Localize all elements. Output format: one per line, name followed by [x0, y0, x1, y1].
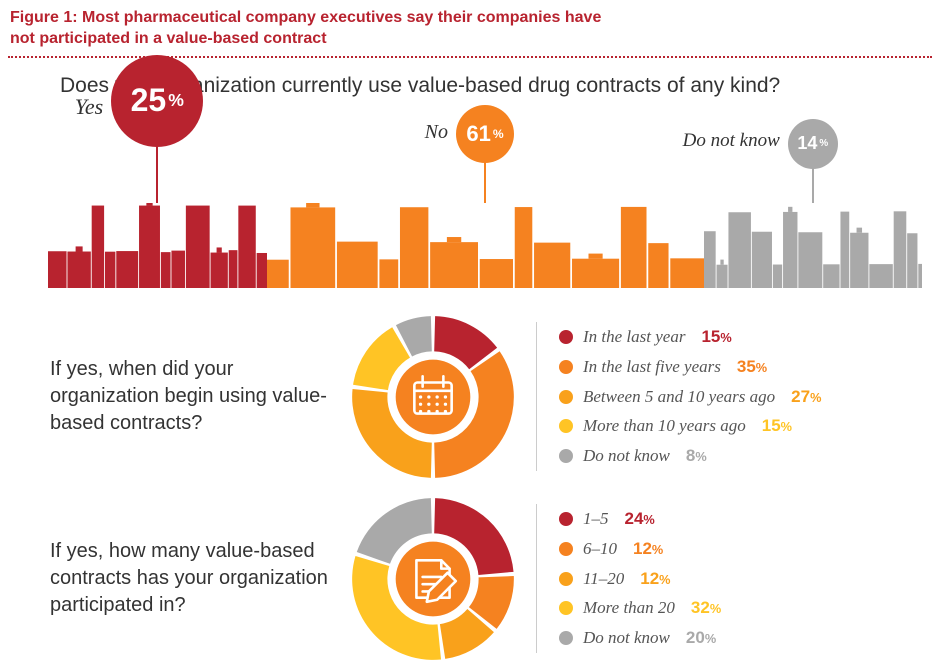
legend-value: 15%	[762, 411, 792, 441]
skyline-segment-do-not-know	[704, 203, 923, 288]
legend-label: 11–20	[583, 564, 624, 594]
legend-value: 8%	[686, 441, 707, 471]
legend-value: 32%	[691, 593, 721, 623]
legend-item: 11–20 12%	[559, 564, 920, 594]
skyline-pin	[156, 143, 158, 203]
legend-value: 35%	[737, 352, 767, 382]
donut-row-1: If yes, when did your organization begin…	[0, 306, 940, 488]
legend-label: 6–10	[583, 534, 617, 564]
donut2-legend: 1–5 24% 6–10 12% 11–20 12% More than 20 …	[536, 504, 920, 653]
skyline-segment-yes	[48, 203, 267, 288]
legend-item: Do not know 8%	[559, 441, 920, 471]
legend-swatch	[559, 631, 573, 645]
skyline-pin	[812, 165, 814, 203]
legend-value: 27%	[791, 382, 821, 412]
legend-swatch	[559, 572, 573, 586]
legend-label: In the last year	[583, 322, 685, 352]
donut1-chart	[348, 312, 518, 482]
legend-value: 12%	[633, 534, 663, 564]
legend-value: 15%	[701, 322, 731, 352]
skyline-segments	[48, 203, 922, 288]
legend-value: 12%	[640, 564, 670, 594]
legend-value: 24%	[625, 504, 655, 534]
legend-label: Do not know	[583, 441, 670, 471]
legend-item: More than 20 32%	[559, 593, 920, 623]
donut-row-2: If yes, how many value-based contracts h…	[0, 488, 940, 670]
legend-label: Between 5 and 10 years ago	[583, 382, 775, 412]
bubble-value: 25	[131, 82, 167, 119]
legend-swatch	[559, 330, 573, 344]
legend-item: More than 10 years ago 15%	[559, 411, 920, 441]
legend-value: 20%	[686, 623, 716, 653]
skyline-label-do-not-know: Do not know	[683, 130, 780, 152]
percent-sign: %	[819, 138, 828, 149]
donut1-question: If yes, when did your organization begin…	[50, 356, 330, 437]
legend-swatch	[559, 360, 573, 374]
legend-item: 6–10 12%	[559, 534, 920, 564]
legend-item: Between 5 and 10 years ago 27%	[559, 382, 920, 412]
legend-swatch	[559, 449, 573, 463]
donut1-legend: In the last year 15% In the last five ye…	[536, 322, 920, 471]
legend-swatch	[559, 542, 573, 556]
skyline-segment-no	[267, 203, 704, 288]
legend-swatch	[559, 419, 573, 433]
legend-swatch	[559, 601, 573, 615]
figure-title-line1: Figure 1: Most pharmaceutical company ex…	[10, 9, 601, 26]
legend-item: 1–5 24%	[559, 504, 920, 534]
skyline-label-yes: Yes	[75, 94, 104, 120]
skyline-bubble-no: 61%	[456, 105, 514, 163]
bubble-value: 61	[466, 121, 490, 147]
skyline-pin	[484, 159, 486, 203]
legend-label: In the last five years	[583, 352, 721, 382]
percent-sign: %	[493, 127, 504, 141]
bubble-value: 14	[797, 133, 817, 154]
legend-label: 1–5	[583, 504, 609, 534]
percent-sign: %	[168, 90, 184, 111]
legend-swatch	[559, 390, 573, 404]
legend-item: Do not know 20%	[559, 623, 920, 653]
donut2-chart	[348, 494, 518, 664]
skyline-chart: 25%Yes61%No14%Do not know	[8, 108, 932, 288]
legend-swatch	[559, 512, 573, 526]
legend-label: More than 20	[583, 593, 675, 623]
figure-title: Figure 1: Most pharmaceutical company ex…	[0, 0, 940, 56]
donut2-question: If yes, how many value-based contracts h…	[50, 538, 330, 619]
skyline-label-no: No	[425, 121, 448, 144]
legend-label: Do not know	[583, 623, 670, 653]
skyline-bubble-yes: 25%	[111, 55, 203, 147]
legend-item: In the last five years 35%	[559, 352, 920, 382]
legend-item: In the last year 15%	[559, 322, 920, 352]
skyline-bubble-do-not-know: 14%	[788, 119, 838, 169]
legend-label: More than 10 years ago	[583, 411, 746, 441]
figure-title-line2: not participated in a value-based contra…	[10, 30, 327, 47]
